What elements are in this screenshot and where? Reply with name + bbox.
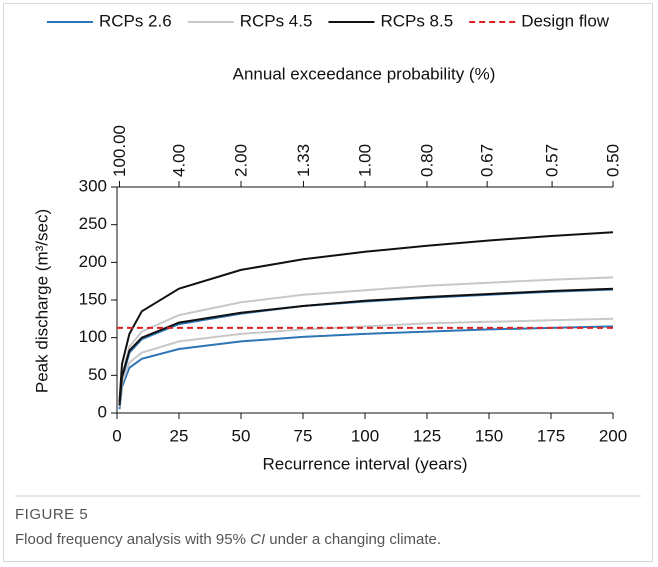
- caption-text: Flood frequency analysis with 95%: [15, 531, 250, 548]
- legend-label: RCPs 2.6: [99, 11, 172, 30]
- x-tick-label: 75: [294, 426, 313, 445]
- top-tick-label: 2.00: [231, 144, 250, 177]
- y-tick-label: 300: [79, 176, 107, 195]
- y-axis-label: Peak discharge (m³/sec): [32, 209, 51, 393]
- y-tick-label: 100: [79, 327, 107, 346]
- line-series: [118, 287, 614, 406]
- top-tick-label: 0.67: [478, 144, 497, 177]
- x-tick-label: 0: [112, 426, 121, 445]
- line-series: [118, 231, 614, 402]
- x-axis-label: Recurrence interval (years): [262, 454, 467, 473]
- y-tick-label: 200: [79, 252, 107, 271]
- legend-label: RCPs 8.5: [380, 11, 453, 30]
- top-tick-label: 0.50: [603, 144, 622, 177]
- x-tick-label: 150: [475, 426, 503, 445]
- legend-label: RCPs 4.5: [240, 11, 313, 30]
- top-tick-label: 0.57: [543, 144, 562, 177]
- figure-frame: Recurrence interval (years) Annual excee…: [3, 3, 653, 562]
- legend-label: Design flow: [521, 11, 610, 30]
- legend: RCPs 2.6 RCPs 4.5 RCPs 8.5 Design flow: [46, 11, 610, 30]
- top-tick-label: 4.00: [169, 144, 188, 177]
- top-axis-label: Annual exceedance probability (%): [233, 64, 496, 83]
- x-tick-label: 125: [413, 426, 441, 445]
- y-tick-label: 150: [79, 289, 107, 308]
- top-tick-label: 100.00: [110, 125, 129, 177]
- caption-italic: CI: [250, 531, 265, 548]
- line-series: [118, 317, 614, 408]
- line-series: [118, 325, 614, 410]
- figure-caption: Flood frequency analysis with 95% CI und…: [15, 531, 441, 548]
- y-tick-label: 250: [79, 214, 107, 233]
- x-tick-label: 50: [232, 426, 251, 445]
- caption-text: under a changing climate.: [265, 531, 441, 548]
- x-tick-label: 25: [170, 426, 189, 445]
- line-series: [118, 276, 614, 405]
- figure-label: FIGURE 5: [15, 506, 88, 523]
- y-tick-label: 0: [98, 402, 107, 421]
- x-tick-label: 200: [599, 426, 627, 445]
- chart: Recurrence interval (years) Annual excee…: [15, 11, 641, 548]
- top-tick-label: 1.00: [355, 144, 374, 177]
- x-tick-label: 175: [537, 426, 565, 445]
- x-tick-label: 100: [351, 426, 379, 445]
- top-tick-label: 1.33: [294, 144, 313, 177]
- top-tick-label: 0.80: [417, 144, 436, 177]
- y-tick-label: 50: [88, 365, 107, 384]
